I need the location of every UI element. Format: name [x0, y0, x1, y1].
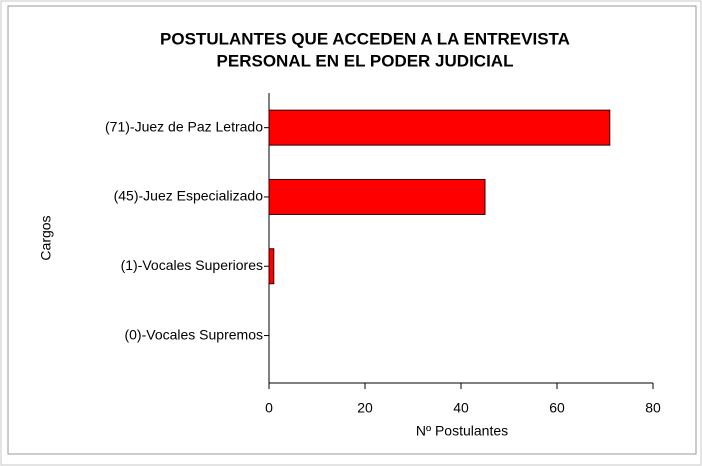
y-axis-label: Cargos [38, 215, 54, 260]
chart-title: PERSONAL EN EL PODER JUDICIAL [217, 51, 514, 70]
y-tick-label: (45)-Juez Especializado [114, 188, 264, 204]
x-tick-label: 80 [645, 400, 661, 416]
x-tick-label: 0 [265, 400, 273, 416]
y-tick-label: (1)-Vocales Superiores [121, 257, 263, 273]
chart-title: POSTULANTES QUE ACCEDEN A LA ENTREVISTA [160, 29, 570, 48]
bar [268, 248, 275, 285]
y-tick-label: (0)-Vocales Supremos [124, 326, 263, 342]
panel [7, 5, 697, 455]
bar [268, 109, 611, 146]
bar [268, 178, 486, 215]
x-tick-label: 60 [549, 400, 565, 416]
x-axis-label: Nº Postulantes [416, 423, 508, 439]
y-tick-label: (71)-Juez de Paz Letrado [105, 118, 263, 134]
x-tick-label: 40 [453, 400, 469, 416]
x-tick-label: 20 [357, 400, 373, 416]
